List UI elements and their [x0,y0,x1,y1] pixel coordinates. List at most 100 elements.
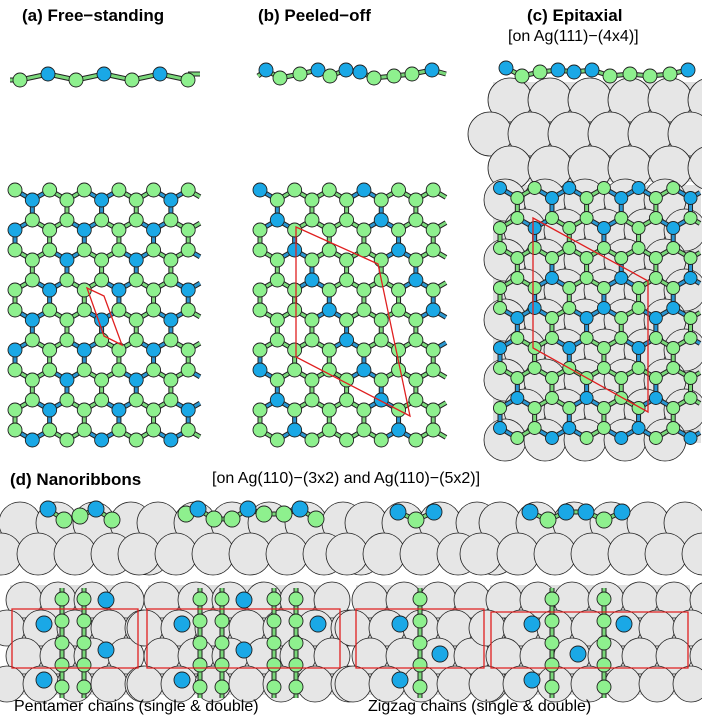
silicon-atom [527,281,542,295]
silicon-atom-buckled [391,615,409,633]
silicon-atom [55,511,73,529]
silver-atom [496,532,540,576]
silicon-atom [146,402,162,418]
silicon-atom [596,181,611,195]
silicon-atom [493,361,507,375]
silicon-atom [648,331,663,345]
silicon-atom-buckled [163,312,179,328]
silicon-atom [356,282,372,298]
silicon-atom [163,252,179,268]
silicon-atom [76,242,92,258]
silicon-atom-buckled [356,182,372,198]
silicon-atom [339,392,355,408]
silicon-atom [391,222,407,238]
silicon-atom [94,372,110,388]
silicon-atom-buckled [291,500,309,518]
silicon-atom [666,181,681,195]
silicon-atom [180,72,196,88]
silicon-atom [545,211,559,225]
silicon-atom [622,66,638,82]
silicon-atom [163,212,179,228]
silicon-atom [76,679,92,695]
silicon-atom [24,392,40,408]
silver-atom [607,532,651,576]
silicon-atom [180,422,196,438]
silicon-atom-buckled [545,271,559,285]
silicon-atom [391,302,407,318]
silicon-atom [683,211,698,225]
silicon-atom-buckled [566,64,582,80]
silicon-atom-buckled [577,503,595,521]
caption-zigzag-chains: Zigzag chains (single & double) [368,698,592,715]
silicon-atom [180,362,196,378]
silicon-atom-buckled [498,60,514,76]
silicon-atom-buckled [579,391,594,405]
silicon-atom [214,679,230,695]
silicon-atom [128,212,144,228]
silicon-atom [42,362,58,378]
silicon-atom [545,311,559,325]
silicon-atom [544,635,560,651]
silicon-atom [128,332,144,348]
silicon-atom-buckled [152,66,168,82]
silicon-atom-buckled [352,64,368,80]
silicon-atom-buckled [521,503,539,521]
silicon-atom [339,272,355,288]
silicon-atom-buckled [523,615,541,633]
silicon-atom-buckled [146,342,162,358]
silicon-atom-buckled [24,192,40,208]
silver-atom [436,665,474,703]
silicon-atom [532,64,548,80]
silicon-atom-buckled [94,192,110,208]
silicon-atom [596,361,611,375]
silicon-atom [579,211,594,225]
silicon-atom-buckled [614,271,629,285]
silicon-atom [666,281,681,295]
silicon-atom [304,392,320,408]
silicon-atom [412,635,428,651]
silicon-atom-buckled [24,312,40,328]
silicon-atom-buckled [269,392,285,408]
silicon-atom [648,271,663,285]
silicon-atom [7,302,23,318]
silicon-atom-buckled [431,645,449,663]
silicon-atom-buckled [545,431,559,445]
silicon-atom [252,282,268,298]
silicon-atom [666,241,681,255]
silicon-atom [407,511,425,529]
silicon-atom-buckled [562,181,577,195]
silicon-atom [339,192,355,208]
silicon-atom [304,432,320,448]
silicon-atom [596,591,612,607]
silicon-atom [42,342,58,358]
silver-atom [689,638,702,674]
silicon-atom [42,302,58,318]
silicon-atom [12,72,28,88]
silicon-atom [307,510,325,528]
silicon-atom-buckled [666,301,681,315]
silicon-atom-buckled [239,500,257,518]
silicon-atom-buckled [42,282,58,298]
silicon-atom [7,182,23,198]
silver-atom [533,532,577,576]
silver-atom [468,665,506,703]
silicon-atom [544,679,560,695]
silicon-atom [76,302,92,318]
silicon-atom [510,371,525,385]
silicon-atom-buckled [59,252,75,268]
silicon-atom [321,422,337,438]
silicon-atom [373,192,389,208]
silicon-atom [180,242,196,258]
silicon-atom [24,272,40,288]
silicon-atom [59,212,75,228]
silicon-atom [408,372,424,388]
silicon-atom [269,192,285,208]
silicon-atom [527,361,542,375]
silicon-atom [356,222,372,238]
silicon-atom-buckled [391,422,407,438]
silicon-atom-buckled [648,391,663,405]
silicon-atom [59,192,75,208]
silicon-atom-buckled [42,402,58,418]
silicon-atom [163,332,179,348]
silicon-atom [287,282,303,298]
